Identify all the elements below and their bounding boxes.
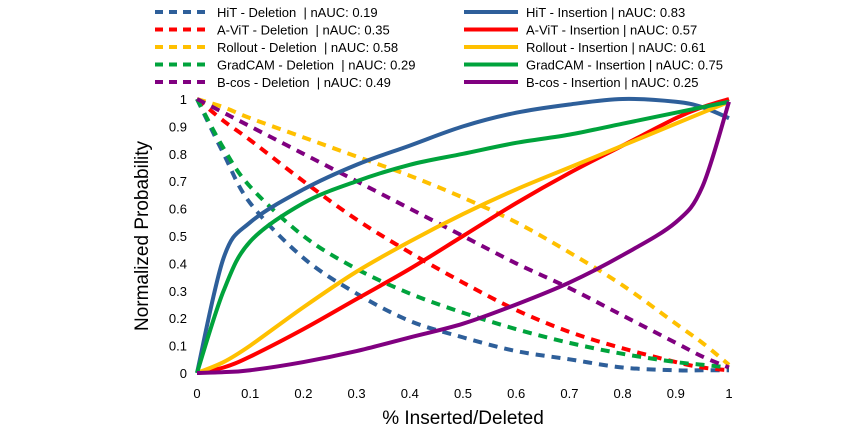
x-tick-label: 0.8 (614, 386, 632, 401)
x-axis-label: % Inserted/Deleted (382, 408, 544, 429)
y-tick-label: 1 (180, 92, 187, 107)
y-tick-label: 0.1 (169, 339, 187, 354)
series-line-2 (196, 97, 731, 367)
legend-label: HiT - Deletion | nAUC: 0.19 (217, 5, 378, 20)
x-tick-label: 0.3 (348, 386, 366, 401)
series-line-3 (195, 98, 730, 370)
series-line-6 (196, 97, 730, 375)
series-lines (195, 96, 731, 375)
x-tick-label: 0.5 (454, 386, 472, 401)
y-tick-label: 0.7 (169, 174, 187, 189)
axes: 0 0.1 0.2 0.3 0.4 0.5 0.6 0.7 0.8 0.9 1 0 0.1 0.2 0.3 0… (169, 92, 733, 401)
x-tick-label: 0.4 (401, 386, 419, 401)
x-tick-label: 0.2 (294, 386, 312, 401)
series-line-7 (196, 99, 730, 375)
legend-label: B-cos - Deletion | nAUC: 0.49 (217, 75, 391, 90)
legend-label: Rollout - Insertion | nAUC: 0.61 (526, 40, 706, 55)
series-line-5 (195, 96, 730, 374)
series-line-1 (195, 97, 730, 373)
x-tick-label: 0.6 (507, 386, 525, 401)
y-tick-label: 0 (180, 366, 187, 381)
x-tick-label: 0.9 (667, 386, 685, 401)
x-tick-label: 0.7 (560, 386, 578, 401)
legend-label: GradCAM - Deletion | nAUC: 0.29 (217, 58, 415, 73)
legend-label: A-ViT - Insertion | nAUC: 0.57 (526, 23, 697, 38)
y-tick-label: 0.8 (169, 147, 187, 162)
x-tick-label: 0.1 (241, 386, 259, 401)
y-tick-label: 0.9 (169, 119, 187, 134)
series-line-0 (195, 98, 729, 373)
x-tick-label: 1 (725, 386, 732, 401)
legend: HiT - Deletion | nAUC: 0.19 A-ViT - Delet… (155, 5, 723, 90)
series-line-9 (196, 101, 731, 375)
legend-label: B-cos - Insertion | nAUC: 0.25 (526, 75, 698, 90)
series-line-8 (195, 99, 730, 374)
y-axis-label: Normalized Probability (132, 140, 153, 331)
y-tick-label: 0.6 (169, 202, 187, 217)
legend-label: GradCAM - Insertion | nAUC: 0.75 (526, 58, 723, 73)
legend-label: HiT - Insertion | nAUC: 0.83 (526, 5, 685, 20)
legend-label: Rollout - Deletion | nAUC: 0.58 (217, 40, 398, 55)
y-tick-label: 0.4 (169, 256, 187, 271)
legend-label: A-ViT - Deletion | nAUC: 0.35 (217, 23, 390, 38)
y-tick-label: 0.3 (169, 284, 187, 299)
y-tick-label: 0.2 (169, 311, 187, 326)
x-tick-label: 0 (193, 386, 200, 401)
y-tick-label: 0.5 (169, 229, 187, 244)
